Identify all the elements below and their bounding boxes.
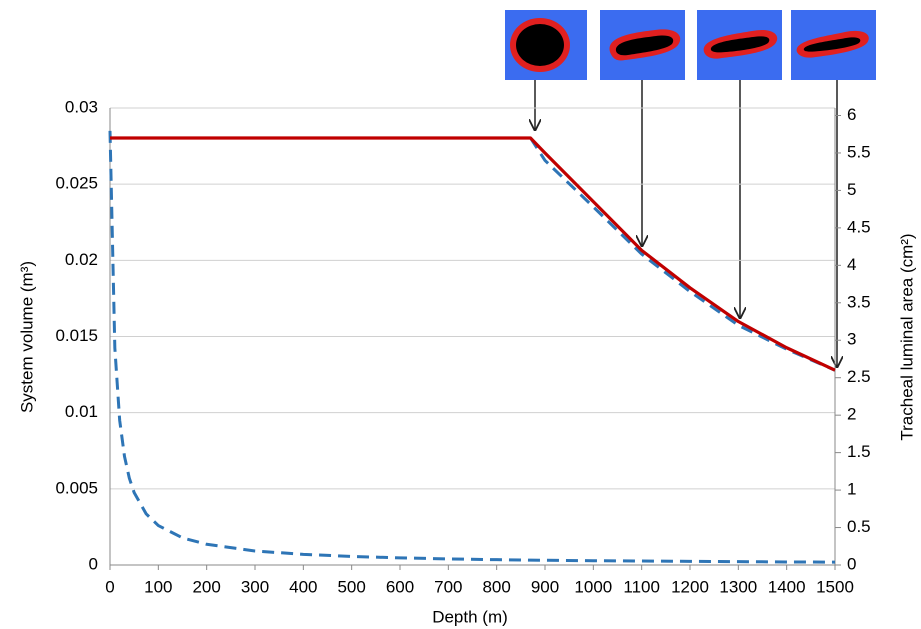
x-tick-label: 300 — [241, 577, 269, 596]
y2-tick-label: 2.5 — [847, 367, 871, 386]
x-tick-label: 1200 — [671, 577, 709, 596]
thumbnail — [697, 10, 782, 80]
thumbnail — [505, 10, 587, 80]
x-tick-label: 500 — [337, 577, 365, 596]
y-tick-label: 0.02 — [65, 250, 98, 269]
y2-axis-label: Tracheal luminal area (cm²) — [897, 233, 916, 440]
arrows — [535, 80, 837, 367]
chart: Depth (m) System volume (m³) Tracheal lu… — [0, 0, 921, 629]
y-axis-label: System volume (m³) — [17, 261, 36, 413]
y2-tick-label: 3.5 — [847, 292, 871, 311]
y-tick-label: 0.01 — [65, 402, 98, 421]
x-tick-label: 400 — [289, 577, 317, 596]
x-tick-label: 100 — [144, 577, 172, 596]
y2-tick-label: 6 — [847, 105, 856, 124]
y-tick-label: 0.015 — [55, 326, 98, 345]
y2-tick-label: 4 — [847, 255, 856, 274]
x-tick-label: 900 — [531, 577, 559, 596]
x-tick-label: 1400 — [768, 577, 806, 596]
series-line — [110, 138, 835, 370]
y-tick-label: 0 — [89, 554, 98, 573]
x-axis-label: Depth (m) — [432, 607, 508, 626]
y-tick-label: 0.005 — [55, 478, 98, 497]
x-tick-label: 1100 — [623, 577, 660, 596]
y-tick-label: 0.03 — [65, 97, 98, 116]
x-tick-label: 1500 — [816, 577, 854, 596]
x-tick-label: 800 — [482, 577, 510, 596]
thumbnails — [505, 10, 876, 80]
page: {"chart_data": {"type": "line", "x_label… — [0, 0, 921, 629]
y-tick-label: 0.025 — [55, 174, 98, 193]
x-tick-label: 600 — [386, 577, 414, 596]
y2-tick-label: 3 — [847, 330, 856, 349]
x-tick-label: 0 — [105, 577, 114, 596]
y2-tick-label: 0 — [847, 554, 856, 573]
series-line — [531, 138, 836, 370]
y2-tick-label: 2 — [847, 405, 856, 424]
y2-tick-label: 5.5 — [847, 142, 871, 161]
thumbnail — [600, 10, 685, 80]
y2-tick-label: 1 — [847, 480, 856, 499]
y2-tick-label: 4.5 — [847, 217, 871, 236]
thumbnail — [791, 10, 876, 80]
x-tick-label: 700 — [434, 577, 462, 596]
x-tick-label: 1300 — [719, 577, 757, 596]
y2-tick-label: 1.5 — [847, 442, 871, 461]
x-tick-label: 200 — [192, 577, 220, 596]
series-line — [110, 131, 835, 562]
x-tick-label: 1000 — [574, 577, 612, 596]
y2-tick-label: 5 — [847, 180, 856, 199]
y2-tick-label: 0.5 — [847, 517, 871, 536]
